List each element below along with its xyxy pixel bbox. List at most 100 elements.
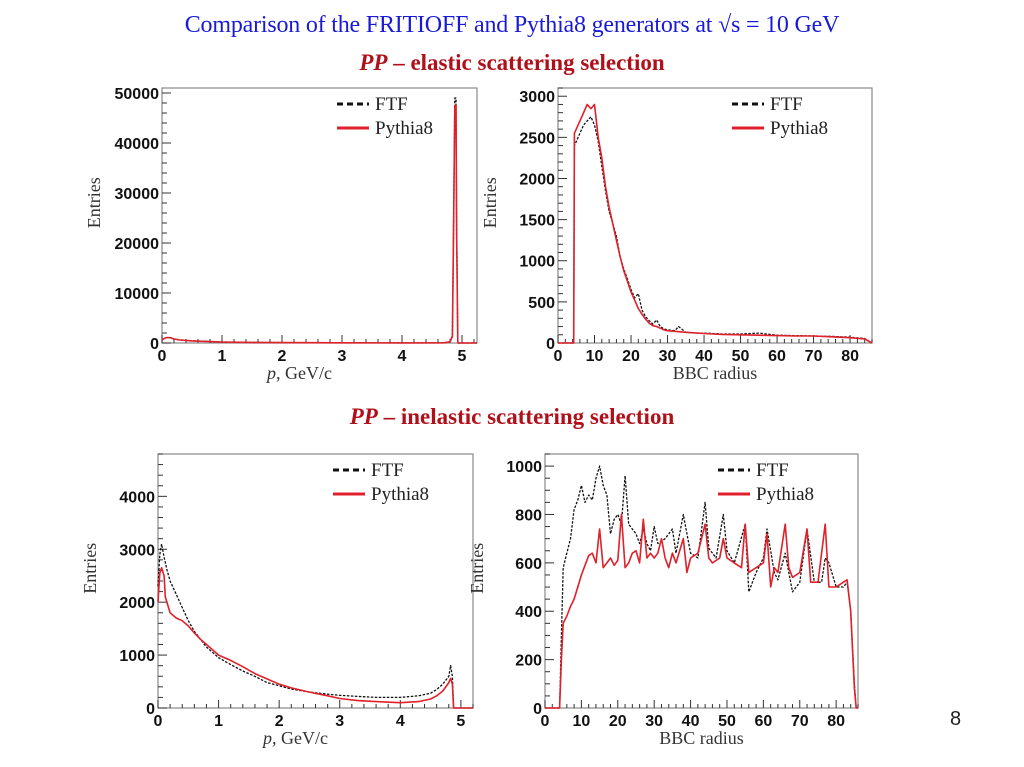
y-tick-label: 800 [515, 507, 542, 524]
y-tick-label: 2500 [519, 130, 555, 147]
section-title-elastic: PP – elastic scattering selection [0, 50, 1024, 76]
legend-label-pythia8: Pythia8 [756, 484, 814, 505]
legend-label-ftf: FTF [756, 460, 789, 481]
series-line-pythia8 [157, 567, 473, 709]
x-axis-title-text: GeV/c [281, 363, 332, 383]
x-axis-title-text: GeV/c [277, 728, 328, 748]
x-tick-label: 20 [609, 713, 627, 730]
x-tick-label: 80 [827, 713, 845, 730]
plot-frame [544, 453, 859, 709]
series-line-ftf [157, 543, 473, 709]
y-axis-title: Entries [480, 177, 500, 228]
axis-ticks [157, 453, 474, 709]
y-tick-label: 0 [546, 336, 555, 353]
y-axis-title: Entries [467, 543, 487, 594]
y-tick-label: 40000 [115, 136, 160, 153]
legend-label-pythia8: Pythia8 [375, 118, 433, 139]
legend-label-pythia8: Pythia8 [770, 118, 828, 139]
series-line-pythia8 [558, 103, 873, 344]
x-axis-title-italic: p, [265, 363, 281, 383]
x-tick-label: 4 [396, 713, 405, 730]
x-tick-label: 20 [622, 348, 640, 365]
x-tick-label: 2 [278, 348, 287, 365]
y-tick-label: 500 [528, 295, 555, 312]
x-axis-title: p, GeV/c [261, 728, 328, 748]
section-title-inelastic: PP – inelastic scattering selection [0, 404, 1024, 430]
x-tick-label: 60 [754, 713, 772, 730]
legend: FTF Pythia8 [732, 94, 828, 139]
x-axis-title: p, GeV/c [265, 363, 332, 383]
x-tick-label: 10 [586, 348, 604, 365]
x-tick-label: 1 [214, 713, 223, 730]
y-tick-label: 1000 [519, 254, 555, 271]
series-line-ftf [161, 97, 477, 344]
section-title-inelastic-text: – inelastic scattering selection [377, 404, 675, 429]
y-tick-label: 600 [515, 556, 542, 573]
y-tick-label: 200 [515, 653, 542, 670]
y-tick-label: 50000 [115, 86, 160, 103]
y-tick-label: 3000 [119, 542, 155, 559]
page-number: 8 [950, 708, 962, 730]
x-tick-label: 30 [659, 348, 677, 365]
x-tick-label: 80 [841, 348, 859, 365]
section-title-inelastic-italic: PP [349, 404, 378, 429]
y-axis-title: Entries [84, 177, 104, 228]
x-tick-label: 50 [718, 713, 736, 730]
x-tick-label: 3 [338, 348, 347, 365]
x-tick-label: 0 [158, 348, 167, 365]
legend-label-ftf: FTF [371, 460, 404, 481]
legend-label-ftf: FTF [375, 94, 408, 115]
section-title-elastic-italic: PP [359, 50, 388, 75]
series-line-pythia8 [161, 104, 477, 344]
x-axis-title-italic: p, [261, 728, 277, 748]
legend-label-pythia8: Pythia8 [371, 484, 429, 505]
y-tick-label: 400 [515, 604, 542, 621]
legend-label-ftf: FTF [770, 94, 803, 115]
x-tick-label: 0 [541, 713, 550, 730]
y-tick-label: 2000 [519, 171, 555, 188]
legend: FTF Pythia8 [337, 94, 433, 139]
axis-ticks [557, 87, 873, 344]
series-line-ftf [558, 116, 873, 344]
y-tick-label: 2000 [119, 595, 155, 612]
y-tick-label: 30000 [115, 186, 160, 203]
x-tick-label: 70 [805, 348, 823, 365]
y-tick-label: 20000 [115, 236, 160, 253]
y-tick-label: 4000 [119, 489, 155, 506]
x-tick-label: 70 [791, 713, 809, 730]
x-tick-label: 3 [335, 713, 344, 730]
series-line-ftf [545, 465, 858, 709]
y-tick-label: 10000 [115, 286, 160, 303]
y-tick-label: 0 [533, 701, 542, 718]
x-axis-title-text: BBC radius [659, 728, 744, 748]
x-axis-title-text: BBC radius [673, 363, 758, 383]
y-axis-title: Entries [80, 543, 100, 594]
x-tick-label: 50 [732, 348, 750, 365]
x-tick-label: 5 [458, 348, 467, 365]
x-axis-title: BBC radius [659, 728, 744, 748]
y-tick-label: 1500 [519, 213, 555, 230]
legend: FTF Pythia8 [718, 460, 814, 505]
plot-frame [557, 87, 873, 344]
x-tick-label: 40 [682, 713, 700, 730]
x-tick-label: 60 [768, 348, 786, 365]
legend: FTF Pythia8 [333, 460, 429, 505]
x-axis-title: BBC radius [673, 363, 758, 383]
y-tick-label: 1000 [119, 648, 155, 665]
x-tick-label: 5 [456, 713, 465, 730]
y-tick-label: 1000 [506, 459, 542, 476]
y-tick-label: 0 [146, 701, 155, 718]
x-tick-label: 1 [218, 348, 227, 365]
slide-title: Comparison of the FRITIOFF and Pythia8 g… [184, 12, 840, 38]
x-tick-label: 40 [695, 348, 713, 365]
series-line-pythia8 [545, 513, 858, 709]
x-tick-label: 2 [275, 713, 284, 730]
x-tick-label: 0 [154, 713, 163, 730]
x-tick-label: 4 [398, 348, 407, 365]
section-title-elastic-text: – elastic scattering selection [387, 50, 665, 75]
x-tick-label: 0 [554, 348, 563, 365]
